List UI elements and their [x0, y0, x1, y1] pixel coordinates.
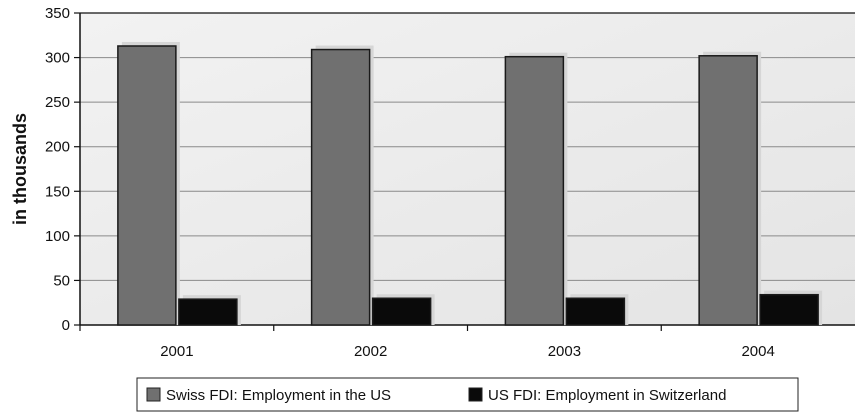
y-tick-label: 150 — [45, 183, 70, 200]
y-tick-label: 50 — [53, 272, 70, 289]
legend-label-us-fdi: US FDI: Employment in Switzerland — [488, 387, 726, 404]
bar-us-fdi-2002 — [371, 297, 432, 326]
legend-box — [136, 377, 799, 412]
y-tick-label: 0 — [62, 317, 70, 334]
bar-swiss-fdi-2001 — [117, 45, 177, 326]
bar-us-fdi-2004 — [759, 293, 819, 326]
x-tick-label: 2004 — [741, 343, 774, 360]
bar-swiss-fdi-2002 — [310, 48, 371, 326]
bar-us-fdi-2001 — [178, 298, 238, 326]
y-tick-label: 300 — [45, 50, 70, 67]
y-tick-label: 350 — [45, 5, 70, 22]
y-tick-label: 200 — [45, 139, 70, 156]
legend-swatch-us-fdi — [468, 387, 483, 402]
bars — [117, 41, 823, 326]
x-tick-label: 2001 — [160, 343, 193, 360]
bar-us-fdi-2003 — [565, 297, 626, 326]
legend-swatch-swiss-fdi — [146, 387, 161, 402]
legend: Swiss FDI: Employment in the US US FDI: … — [136, 377, 799, 412]
y-tick-label: 250 — [45, 94, 70, 111]
x-tick-label: 2002 — [354, 343, 387, 360]
legend-label-swiss-fdi: Swiss FDI: Employment in the US — [166, 387, 391, 404]
y-axis-label: in thousands — [10, 113, 30, 225]
x-tick-labels: 2001 2002 2003 2004 — [160, 343, 775, 360]
y-tick-labels: 0 50 100 150 200 250 300 350 — [45, 5, 70, 334]
x-tick-label: 2003 — [548, 343, 581, 360]
bar-swiss-fdi-2004 — [698, 55, 758, 326]
bar-swiss-fdi-2003 — [504, 55, 565, 326]
y-tick-label: 100 — [45, 228, 70, 245]
